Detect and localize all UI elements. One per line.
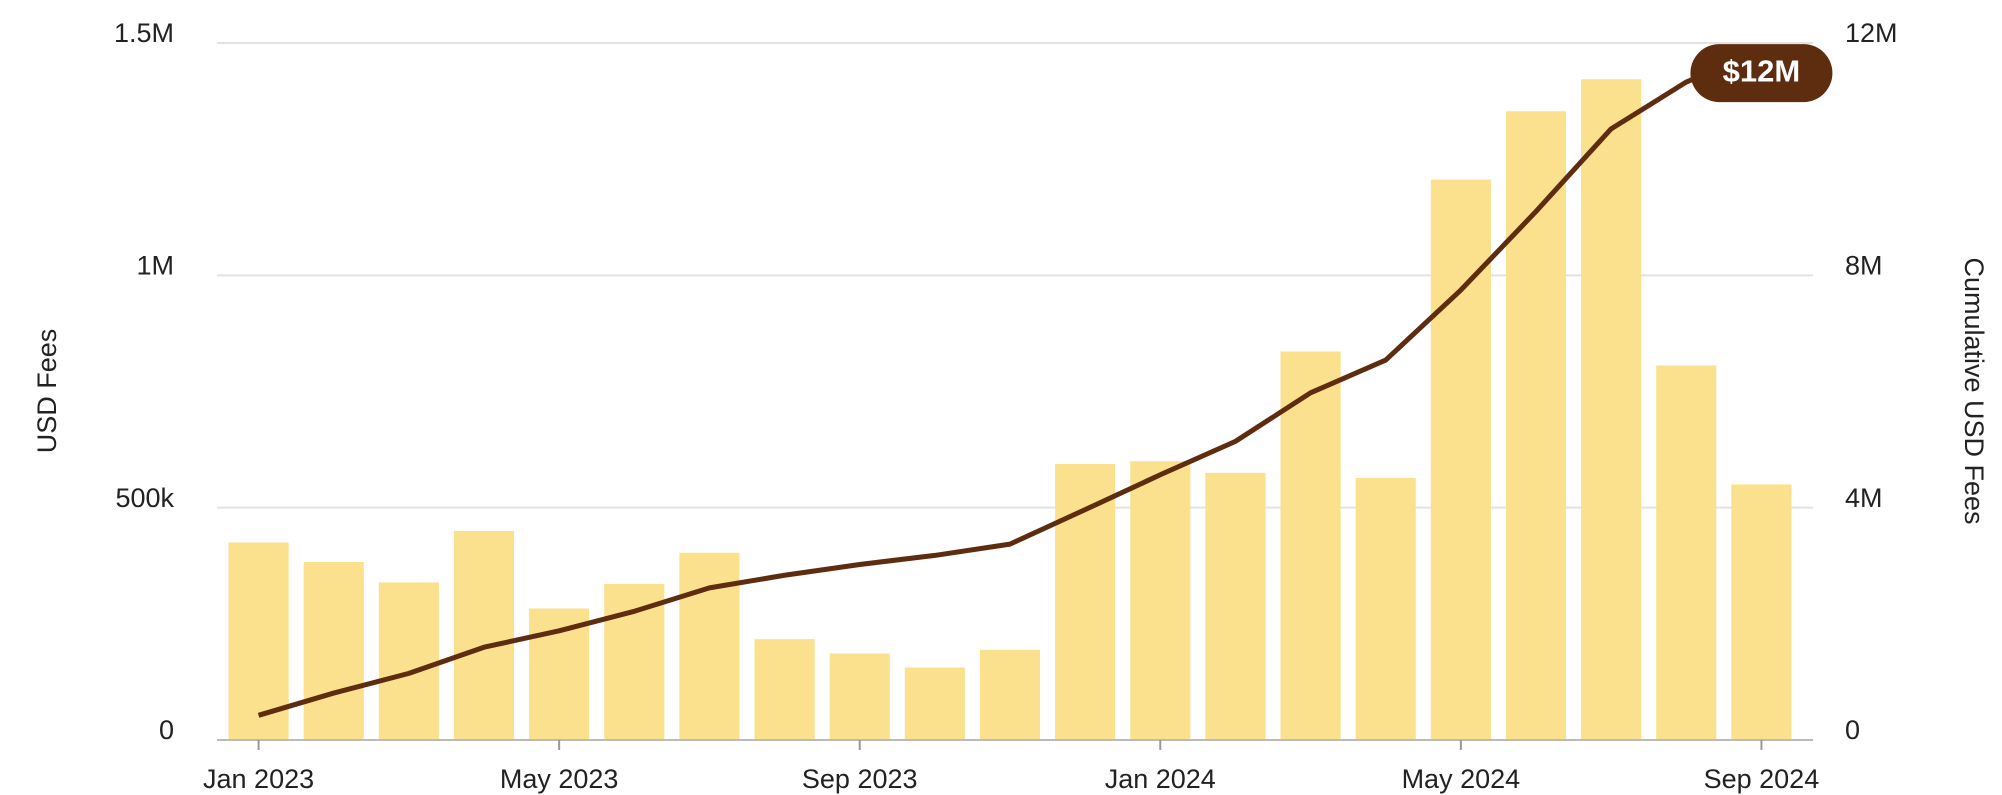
bar	[303, 562, 364, 740]
bar	[1430, 179, 1491, 740]
line	[257, 47, 1763, 718]
y2-axis-title: Cumulative USD Fees	[1959, 257, 1989, 524]
value-label: $12M	[1690, 44, 1833, 103]
x-tick-label: Jan 2024	[1105, 764, 1216, 794]
x-tick-label: May 2024	[1402, 764, 1521, 794]
y2-tick-label: 4M	[1845, 483, 1883, 513]
bar	[1355, 477, 1416, 740]
bar	[1205, 472, 1266, 740]
bar	[1130, 461, 1191, 740]
y2-tick-label: 0	[1845, 715, 1860, 745]
bar	[1731, 484, 1792, 740]
bar	[1505, 111, 1567, 740]
y-tick-label: 1M	[136, 250, 174, 280]
bar	[679, 552, 740, 740]
value-label-text: $12M	[1723, 53, 1801, 88]
bar	[1581, 79, 1642, 740]
x-tick-label: Sep 2023	[802, 764, 918, 794]
x-tick-label: Sep 2024	[1704, 764, 1820, 794]
bar	[754, 639, 815, 740]
bar	[453, 530, 515, 740]
y-axis-title: USD Fees	[32, 329, 62, 454]
y2-tick-label: 12M	[1845, 18, 1898, 48]
y-tick-label: 500k	[115, 483, 174, 513]
bar	[829, 653, 890, 740]
x-tick-label: Jan 2023	[203, 764, 314, 794]
value-label-pill	[1690, 44, 1833, 103]
y2-tick-label: 8M	[1845, 250, 1883, 280]
y-tick-label: 1.5M	[114, 18, 174, 48]
bar	[1656, 365, 1717, 740]
bar	[1055, 463, 1116, 740]
y-tick-label: 0	[159, 715, 174, 745]
bar	[904, 667, 965, 740]
bar	[979, 649, 1041, 740]
bar	[378, 582, 439, 740]
bar	[1280, 351, 1341, 740]
x-tick-label: May 2023	[500, 764, 619, 794]
